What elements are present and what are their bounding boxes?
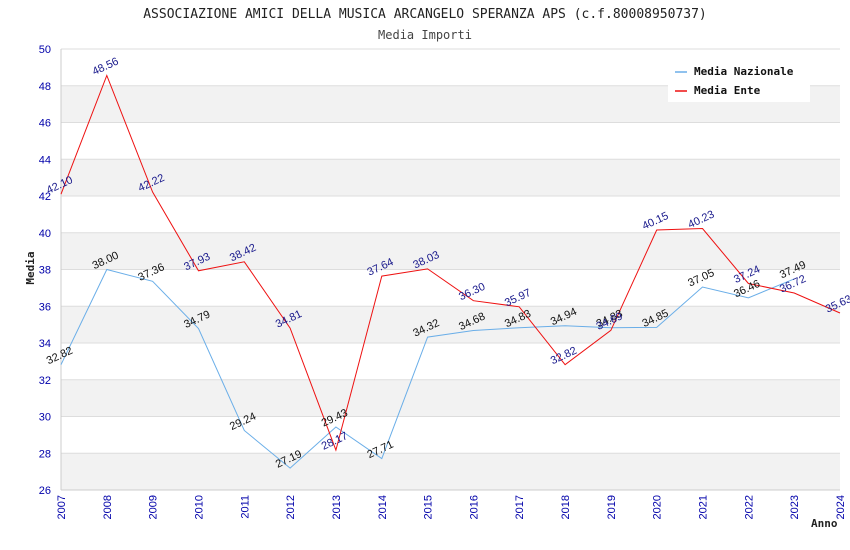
y-tick-label: 44 bbox=[39, 154, 51, 166]
y-tick-label: 50 bbox=[39, 44, 51, 56]
x-tick-label: 2017 bbox=[514, 495, 526, 519]
y-tick-label: 32 bbox=[39, 375, 51, 387]
y-tick-label: 34 bbox=[39, 338, 51, 350]
chart-subtitle: Media Importi bbox=[378, 28, 472, 42]
x-tick-label: 2016 bbox=[468, 495, 480, 519]
x-tick-label: 2018 bbox=[560, 495, 572, 519]
y-axis-label: Media bbox=[24, 251, 37, 284]
y-tick-label: 38 bbox=[39, 265, 51, 277]
grid-band bbox=[61, 306, 840, 343]
x-axis-label: Anno bbox=[811, 517, 838, 530]
x-tick-label: 2009 bbox=[148, 495, 160, 519]
x-tick-label: 2021 bbox=[698, 495, 710, 519]
y-tick-label: 46 bbox=[39, 118, 51, 130]
x-axis-ticks: 2007 2008 2009 2010 2011 2012 2013 2014 2015 2016… bbox=[56, 495, 847, 519]
x-tick-label: 2023 bbox=[789, 495, 801, 519]
series-line-media-nazionale bbox=[60, 268, 795, 469]
x-tick-label: 2019 bbox=[606, 495, 618, 519]
legend-label-media-nazionale: Media Nazionale bbox=[694, 65, 794, 78]
x-tick-label: 2024 bbox=[835, 495, 847, 519]
x-tick-label: 2013 bbox=[331, 495, 343, 519]
y-tick-label: 48 bbox=[39, 81, 51, 93]
y-axis-ticks: 26 28 30 32 34 36 38 40 42 44 46 48 50 bbox=[39, 44, 51, 497]
legend-box bbox=[668, 60, 810, 102]
axes bbox=[60, 49, 840, 491]
y-tick-label: 26 bbox=[39, 485, 51, 497]
x-tick-label: 2020 bbox=[652, 495, 664, 519]
x-tick-label: 2008 bbox=[102, 495, 114, 519]
grid-band bbox=[61, 159, 840, 196]
legend: Media Nazionale Media Ente bbox=[668, 60, 810, 102]
y-tick-label: 42 bbox=[39, 191, 51, 203]
x-tick-label: 2010 bbox=[193, 495, 205, 519]
x-tick-label: 2022 bbox=[743, 495, 755, 519]
x-tick-label: 2007 bbox=[56, 495, 68, 519]
y-tick-label: 40 bbox=[39, 228, 51, 240]
legend-label-media-ente: Media Ente bbox=[694, 84, 761, 97]
x-tick-label: 2015 bbox=[423, 495, 435, 519]
grid-band bbox=[61, 379, 840, 417]
y-tick-label: 28 bbox=[39, 448, 51, 460]
y-tick-label: 30 bbox=[39, 412, 51, 424]
grid-band bbox=[61, 453, 840, 490]
x-tick-label: 2014 bbox=[377, 495, 389, 519]
chart-title: ASSOCIAZIONE AMICI DELLA MUSICA ARCANGEL… bbox=[143, 7, 707, 22]
series-lines bbox=[60, 74, 841, 469]
y-tick-label: 36 bbox=[39, 301, 51, 313]
x-tick-label: 2012 bbox=[285, 495, 297, 519]
series-line-media-ente bbox=[60, 74, 841, 452]
grid-band bbox=[61, 232, 840, 270]
x-tick-label: 2011 bbox=[239, 495, 251, 519]
